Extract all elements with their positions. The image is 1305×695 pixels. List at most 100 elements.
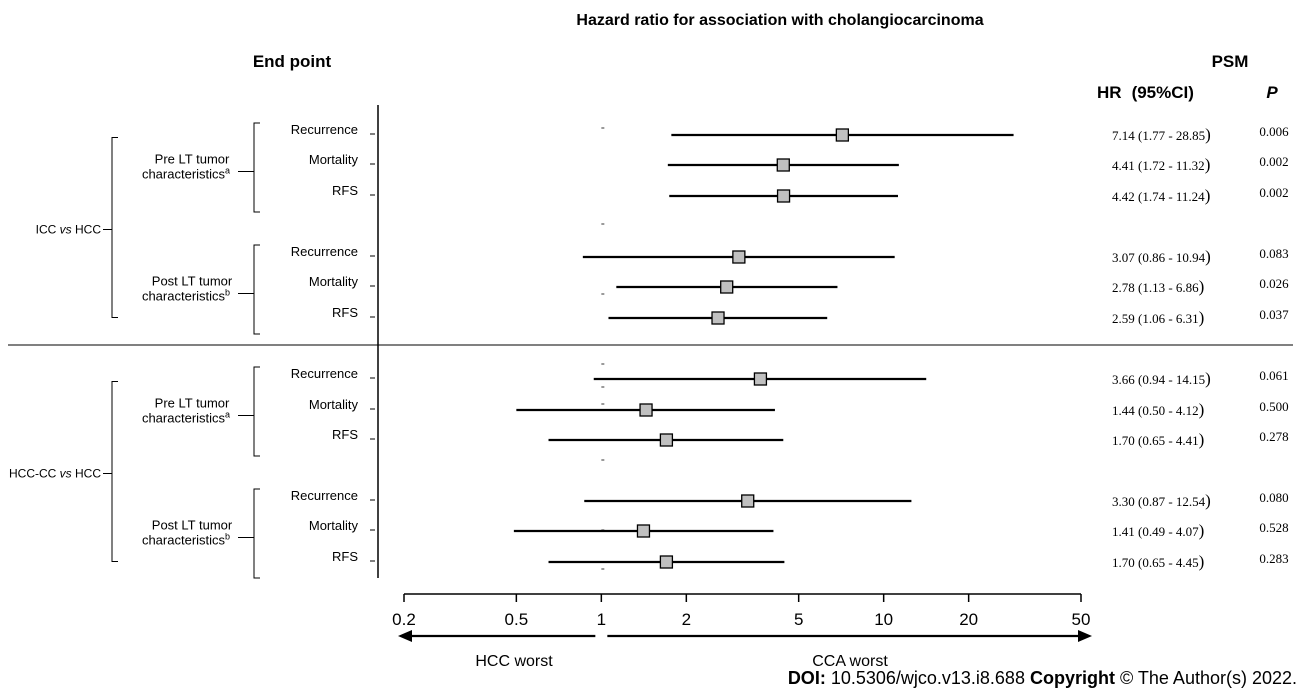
hr-ci-close-paren: ) bbox=[1205, 186, 1211, 205]
p-value: 0.026 bbox=[1259, 276, 1289, 291]
hr-ci-text: 3.30 (0.87 - 12.54) bbox=[1112, 491, 1211, 510]
p-value: 0.002 bbox=[1259, 154, 1288, 169]
hr-ci-close-paren: ) bbox=[1199, 521, 1205, 540]
right-arrowhead bbox=[1078, 630, 1092, 642]
comparison-label-pre: HCC-CC bbox=[9, 467, 60, 481]
doi-value: 10.5306/wjco.v13.i8.688 bbox=[825, 668, 1030, 688]
comparison-label-post: HCC bbox=[72, 223, 102, 237]
hr-ci-close-paren: ) bbox=[1205, 155, 1211, 174]
right-direction-label: CCA worst bbox=[812, 653, 888, 670]
x-tick-label: 0.5 bbox=[505, 610, 529, 629]
hr-marker bbox=[720, 280, 734, 294]
group-label-line2: characteristicsa bbox=[142, 166, 230, 182]
hr-ci-text: 3.66 (0.94 - 14.15) bbox=[1112, 369, 1211, 388]
comparison-bracket bbox=[111, 381, 118, 562]
hr-marker bbox=[741, 494, 755, 508]
group-bracket bbox=[253, 122, 260, 213]
hr-ci-close-paren: ) bbox=[1199, 308, 1205, 327]
p-value: 0.002 bbox=[1259, 185, 1288, 200]
hr-ci-close-paren: ) bbox=[1205, 247, 1211, 266]
comparison-label-pre: ICC bbox=[36, 223, 60, 237]
hr-marker bbox=[753, 372, 768, 386]
hr-ci-close-paren: ) bbox=[1205, 491, 1211, 510]
rows-layer: Recurrence 7.14 (1.77 - 28.85) 0.006 Mortal… bbox=[291, 122, 1289, 571]
hr-header: HR (95%CI) bbox=[1097, 83, 1194, 102]
comparison-label: ICC vs HCC bbox=[36, 223, 102, 237]
x-tick-label: 20 bbox=[959, 610, 978, 629]
hr-ci-text: 1.41 (0.49 - 4.07) bbox=[1112, 521, 1204, 540]
x-tick-label: 10 bbox=[874, 610, 893, 629]
endpoint-label: RFS bbox=[332, 427, 358, 442]
group-label-line1: Post LT tumor bbox=[152, 274, 233, 289]
hr-ci-text: 7.14 (1.77 - 28.85) bbox=[1112, 125, 1211, 144]
group-label-superscript: b bbox=[225, 288, 230, 298]
hr-marker bbox=[732, 250, 746, 264]
group-label-superscript: b bbox=[225, 532, 230, 542]
group-label-line1: Pre LT tumor bbox=[155, 152, 230, 167]
hr-ci-close-paren: ) bbox=[1205, 125, 1211, 144]
x-tick-label: 50 bbox=[1072, 610, 1091, 629]
hr-ci-close-paren: ) bbox=[1199, 277, 1205, 296]
x-tick-label: 2 bbox=[682, 610, 691, 629]
endpoint-header: End point bbox=[253, 52, 332, 71]
endpoint-label: Recurrence bbox=[291, 366, 358, 381]
hr-ci-text: 4.41 (1.72 - 11.32) bbox=[1112, 155, 1210, 174]
citation-footer: DOI: 10.5306/wjco.v13.i8.688 Copyright ©… bbox=[788, 668, 1297, 689]
p-value: 0.083 bbox=[1259, 246, 1288, 261]
group-bracket bbox=[253, 244, 260, 335]
hr-ci-close-paren: ) bbox=[1199, 552, 1205, 571]
hr-ci-text: 2.78 (1.13 - 6.86) bbox=[1112, 277, 1204, 296]
endpoint-label: Mortality bbox=[309, 274, 359, 289]
group-bracket bbox=[253, 488, 260, 579]
hr-ci-close-paren: ) bbox=[1199, 430, 1205, 449]
left-arrowhead bbox=[398, 630, 412, 642]
p-value: 0.037 bbox=[1259, 307, 1289, 322]
group-label-superscript: a bbox=[225, 410, 230, 420]
p-value: 0.278 bbox=[1259, 429, 1288, 444]
p-header: P bbox=[1266, 83, 1278, 102]
comparison-label-vs: vs bbox=[60, 223, 72, 237]
hr-marker bbox=[835, 128, 850, 142]
hr-ci-close-paren: ) bbox=[1199, 400, 1205, 419]
group-bracket bbox=[253, 366, 260, 457]
p-value: 0.061 bbox=[1259, 368, 1288, 383]
hr-marker bbox=[659, 433, 674, 447]
endpoint-label: RFS bbox=[332, 183, 358, 198]
hr-ci-text: 1.44 (0.50 - 4.12) bbox=[1112, 400, 1204, 419]
group-label-line2: characteristicsb bbox=[142, 288, 230, 304]
p-value: 0.528 bbox=[1259, 520, 1288, 535]
comparison-label-vs: vs bbox=[60, 467, 72, 481]
psm-header: PSM bbox=[1212, 52, 1249, 71]
hr-ci-text: 1.70 (0.65 - 4.41) bbox=[1112, 430, 1204, 449]
group-label-line2: characteristicsb bbox=[142, 532, 230, 548]
comparison-bracket bbox=[111, 137, 118, 318]
endpoint-label: Recurrence bbox=[291, 122, 358, 137]
endpoint-label: Recurrence bbox=[291, 244, 358, 259]
x-tick-label: 1 bbox=[597, 610, 606, 629]
hr-marker bbox=[776, 158, 790, 172]
chart-title: Hazard ratio for association with cholan… bbox=[576, 12, 983, 29]
comparison-label-post: HCC bbox=[72, 467, 102, 481]
hr-marker bbox=[636, 524, 651, 538]
endpoint-label: Mortality bbox=[309, 397, 359, 412]
x-tick-label: 5 bbox=[794, 610, 803, 629]
endpoint-label: RFS bbox=[332, 549, 358, 564]
hr-marker bbox=[776, 189, 791, 203]
left-direction-label: HCC worst bbox=[475, 653, 553, 670]
hr-marker bbox=[639, 403, 653, 417]
x-axis: 0.2 0.5 1 2 5 10 20 50 HCC worst CCA worst bbox=[392, 593, 1092, 670]
group-label-line1: Post LT tumor bbox=[152, 518, 233, 533]
hr-ci-text: 4.42 (1.74 - 11.24) bbox=[1112, 186, 1210, 205]
hr-header-ci: (95%CI) bbox=[1132, 83, 1194, 102]
hr-ci-text: 1.70 (0.65 - 4.45) bbox=[1112, 552, 1204, 571]
p-value: 0.500 bbox=[1259, 399, 1288, 414]
endpoint-label: Mortality bbox=[309, 152, 359, 167]
hr-marker bbox=[659, 555, 674, 569]
copyright-value: © The Author(s) 2022. bbox=[1114, 668, 1297, 688]
hr-ci-text: 3.07 (0.86 - 10.94) bbox=[1112, 247, 1211, 266]
group-label-line1: Pre LT tumor bbox=[155, 396, 230, 411]
x-tick-label: 0.2 bbox=[392, 610, 416, 629]
comparison-label: HCC-CC vs HCC bbox=[9, 467, 101, 481]
